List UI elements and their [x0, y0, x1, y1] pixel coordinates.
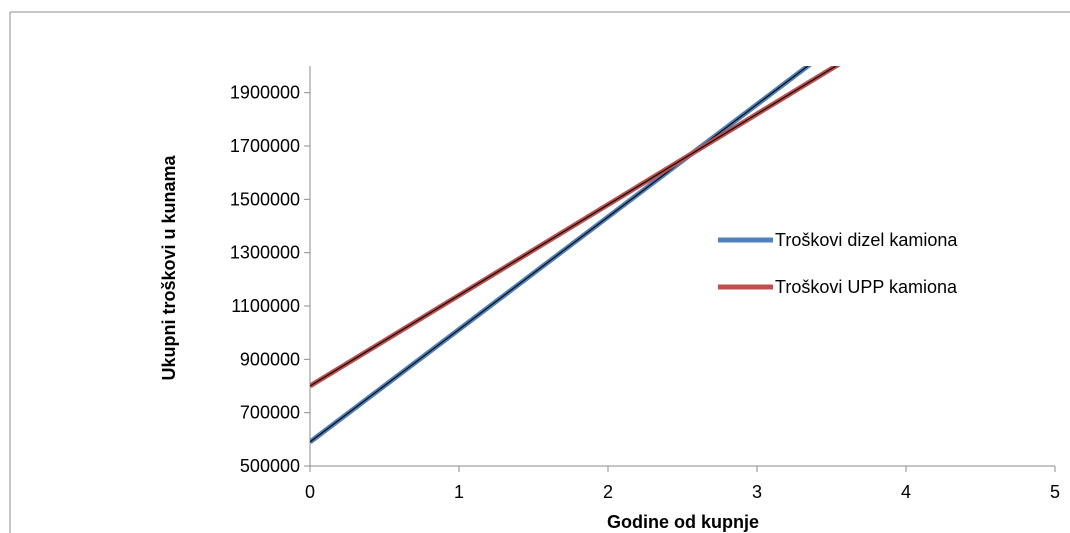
series-line-core-lng — [310, 66, 838, 387]
x-axis-title: Godine od kupnje — [607, 512, 759, 532]
x-tick-label: 4 — [901, 482, 911, 502]
x-tick-label: 5 — [1050, 482, 1060, 502]
y-tick-label: 500000 — [240, 456, 300, 476]
legend-label-lng: Troškovi UPP kamiona — [775, 277, 958, 297]
y-tick-label: 1300000 — [230, 243, 300, 263]
y-tick-label: 1100000 — [231, 296, 300, 316]
y-tick-label: 1500000 — [230, 189, 300, 209]
x-tick-label: 3 — [752, 482, 762, 502]
legend: Troškovi dizel kamiona Troškovi UPP kami… — [718, 230, 958, 297]
y-tick-label: 1900000 — [230, 83, 300, 103]
y-tick-label: 700000 — [240, 403, 300, 423]
legend-label-diesel: Troškovi dizel kamiona — [775, 230, 958, 250]
y-tick-label: 900000 — [240, 349, 300, 369]
y-axis-title: Ukupni troškovi u kunama — [159, 154, 179, 380]
x-tick-label: 1 — [454, 482, 464, 502]
y-tick-label: 1700000 — [230, 136, 300, 156]
series-line-lng — [310, 66, 841, 389]
tick-labels: 500000 700000 900000 1100000 1300000 1500000 1… — [230, 83, 1060, 502]
x-tick-label: 0 — [305, 482, 315, 502]
series-line-core-diesel — [310, 66, 809, 443]
axes — [304, 66, 1056, 472]
x-tick-label: 2 — [603, 482, 613, 502]
series-line-diesel — [310, 66, 812, 444]
series-layer — [310, 66, 841, 444]
